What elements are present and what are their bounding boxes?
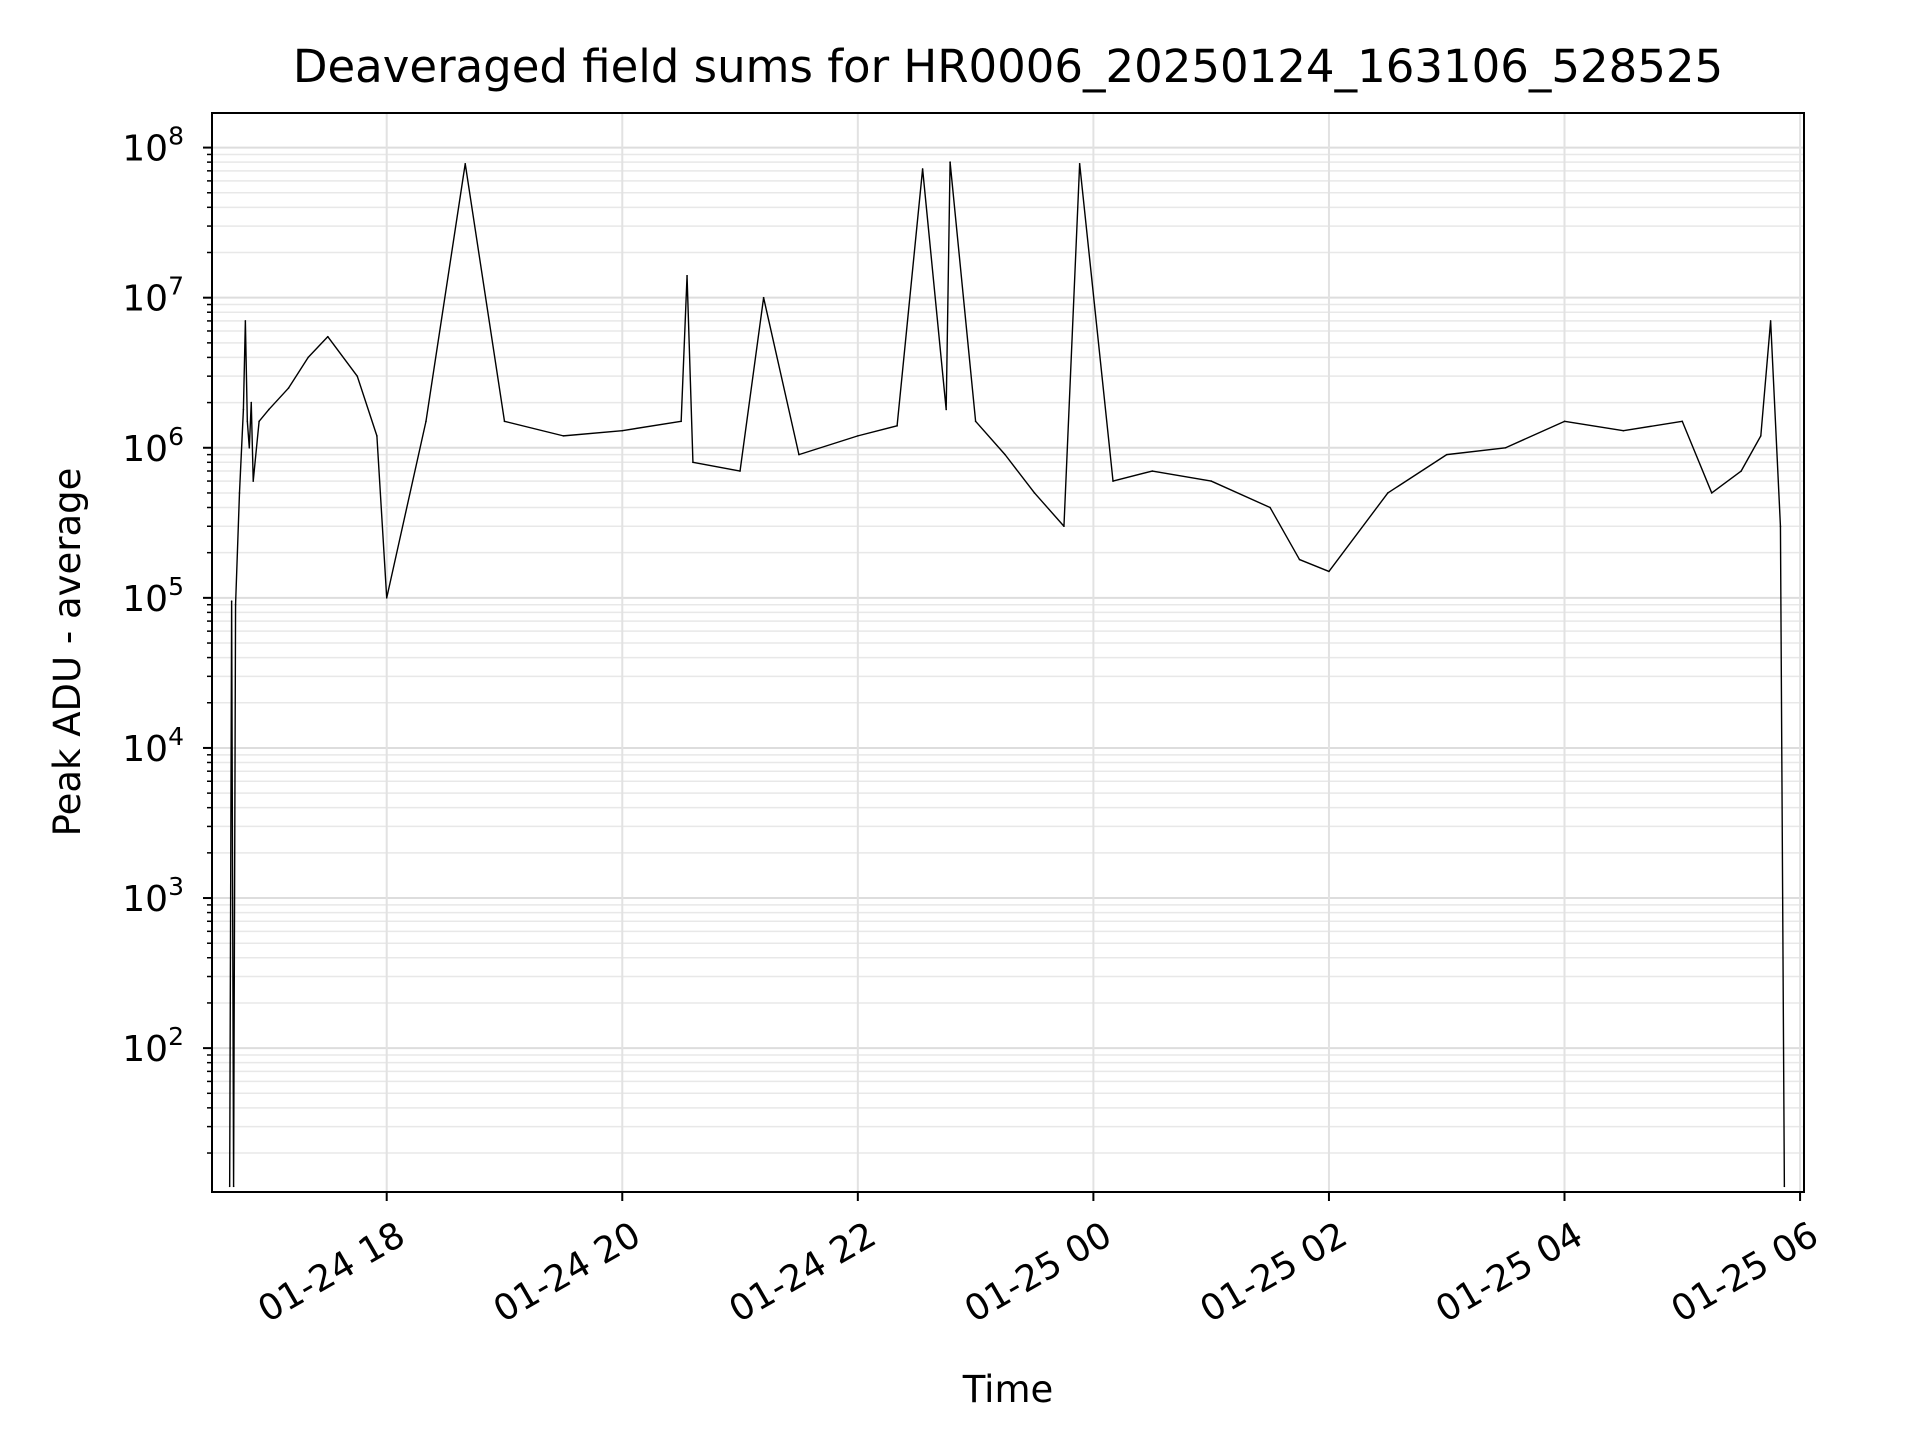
data-point (287, 387, 290, 389)
data-point (252, 480, 255, 482)
data-point (945, 408, 947, 411)
data-point (425, 420, 427, 423)
data-point (464, 162, 467, 165)
y-tick-exponent: 5 (168, 572, 184, 601)
x-tick-label: 01-24 22 (722, 1214, 883, 1330)
data-point (246, 420, 249, 423)
data-point (1760, 435, 1762, 437)
series-line-1 (228, 161, 1786, 1188)
y-tick-base: 10 (122, 279, 168, 320)
data-point (268, 408, 270, 411)
data-point (234, 603, 237, 606)
data-point (1681, 420, 1684, 423)
data-point (356, 375, 359, 377)
data-point (1622, 429, 1625, 432)
data-point (621, 429, 624, 432)
y-tick-label: 106 (122, 422, 184, 470)
data-point (1033, 492, 1036, 494)
data-point (692, 461, 694, 464)
x-tick-label: 01-25 02 (1194, 1214, 1355, 1330)
data-point (385, 597, 388, 599)
y-tick-label: 105 (122, 572, 184, 620)
data-point (857, 435, 859, 437)
data-point (250, 401, 253, 404)
data-point (562, 435, 565, 437)
data-point (739, 470, 741, 472)
data-point (974, 420, 977, 423)
data-point (1112, 480, 1114, 482)
data-point (1445, 453, 1448, 456)
y-tick-base: 10 (122, 429, 168, 470)
data-point (1563, 420, 1566, 423)
x-tick-label: 01-24 18 (251, 1214, 412, 1330)
y-tick-exponent: 7 (168, 272, 184, 301)
y-tick-base: 10 (122, 729, 168, 770)
y-tick-label: 104 (122, 722, 184, 770)
data-point (1328, 570, 1330, 573)
y-tick-base: 10 (122, 579, 168, 620)
y-tick-base: 10 (122, 129, 168, 170)
y-tick-exponent: 6 (168, 422, 184, 451)
data-point (503, 420, 506, 423)
data-point (238, 492, 241, 494)
data-point (896, 425, 898, 427)
data-point (680, 420, 682, 423)
y-tick-exponent: 3 (168, 872, 184, 901)
data-point (1504, 446, 1507, 449)
data-point (242, 408, 245, 411)
y-tick-exponent: 4 (168, 722, 184, 751)
data-point (327, 335, 329, 338)
data-point (1269, 506, 1271, 509)
data-point (1779, 525, 1782, 528)
x-axis-label: Time (962, 1368, 1054, 1411)
data-point (1210, 480, 1212, 482)
x-tick-label: 01-25 04 (1429, 1214, 1590, 1330)
y-tick-label: 102 (122, 1022, 184, 1070)
data-point (798, 453, 800, 456)
data-point (376, 435, 378, 437)
data-point (1783, 1185, 1786, 1188)
x-tick-label: 01-24 20 (487, 1214, 648, 1330)
grid (212, 113, 1804, 1192)
y-tick-base: 10 (122, 879, 168, 920)
data-point (1078, 162, 1081, 165)
data-point (1063, 525, 1065, 528)
data-point (258, 420, 260, 423)
data-point (1769, 320, 1772, 322)
data-point (230, 600, 233, 602)
data-point (1004, 453, 1006, 456)
data-point (1151, 470, 1154, 472)
plot-frame (211, 112, 1805, 1193)
data-point (232, 1185, 235, 1188)
data-point (1710, 492, 1713, 494)
data-point (921, 168, 924, 170)
data-point (248, 446, 251, 449)
y-tick-label: 108 (122, 122, 184, 170)
y-axis-label: Peak ADU - average (46, 468, 89, 837)
y-tick-label: 103 (122, 872, 184, 920)
y-tick-exponent: 8 (168, 122, 184, 151)
series-layer (228, 161, 1786, 1188)
data-point (1298, 558, 1301, 561)
x-tick-label: 01-25 00 (958, 1214, 1119, 1330)
chart-title: Deaveraged field sums for HR0006_2025012… (293, 40, 1723, 93)
data-point (686, 274, 688, 277)
data-point (307, 356, 309, 359)
data-point (762, 296, 765, 299)
x-axis: 01-24 18 01-24 20 01-24 22 01-25 00 01-25 02… (251, 1192, 1825, 1331)
y-tick-base: 10 (122, 1029, 168, 1070)
data-point (244, 320, 247, 322)
data-point (949, 161, 951, 163)
data-point (1740, 470, 1742, 472)
y-tick-exponent: 2 (168, 1022, 184, 1051)
data-point (1387, 492, 1389, 494)
y-tick-label: 107 (122, 272, 184, 320)
x-tick-label: 01-25 06 (1665, 1214, 1826, 1330)
data-point (228, 1185, 231, 1188)
